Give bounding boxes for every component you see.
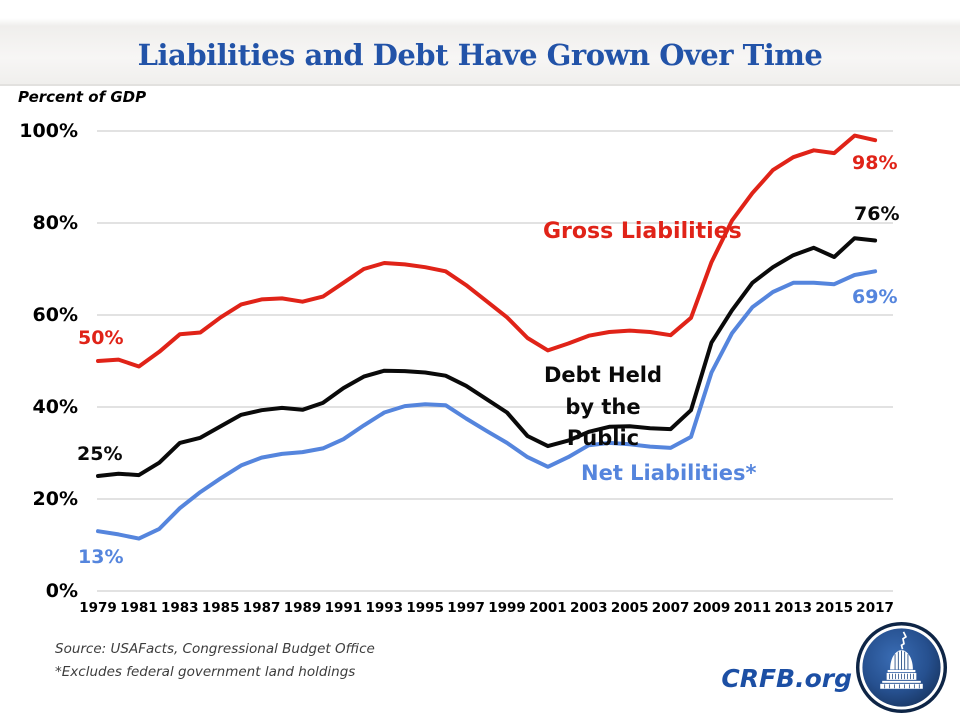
net-start-value: 13% [78,546,124,568]
y-tick-label: 0% [45,580,78,602]
series-line-gross-liabilities [96,133,878,369]
y-axis-unit-label: Percent of GDP [18,88,147,106]
series-lines [96,133,878,541]
series-label-gross-liabilities: Gross Liabilities [543,219,742,244]
x-tick-label: 1979 [79,600,117,616]
x-tick-label: 1997 [447,600,485,616]
x-tick-label: 1987 [242,600,281,616]
x-tick-label: 2011 [733,600,772,616]
series-label-net-liabilities: Net Liabilities* [581,461,757,485]
x-tick-label: 2015 [815,600,853,616]
source-note: Source: USAFacts, Congressional Budget O… [55,641,375,657]
x-tick-label: 1981 [120,600,158,616]
x-tick-label: 2017 [856,600,894,616]
debt-start-value: 25% [77,443,123,465]
footnote: *Excludes federal government land holdin… [55,664,356,680]
y-tick-label: 80% [32,212,78,234]
page-title: Liabilities and Debt Have Grown Over Tim… [137,38,823,72]
capitol-icon [855,621,948,714]
series-line-net-liabilities [96,269,878,541]
crfb-logo [855,621,948,714]
x-tick-label: 1999 [488,600,526,616]
y-tick-label: 40% [32,396,78,418]
y-tick-label: 100% [19,120,78,142]
gridlines [97,130,893,592]
x-tick-label: 1995 [406,600,444,616]
y-tick-label: 60% [32,304,78,326]
x-tick-label: 2009 [692,600,731,616]
x-tick-label: 1989 [283,600,322,616]
gross-end-value: 98% [852,152,898,174]
x-tick-label: 2013 [774,600,813,616]
x-tick-label: 1983 [161,600,199,616]
debt-end-value: 76% [854,203,900,225]
series-line-debt-held-by-public [96,236,878,478]
gross-start-value: 50% [78,327,124,349]
x-tick-label: 1991 [324,600,363,616]
crfb-url-text: CRFB.org [721,664,852,693]
x-tick-label: 2005 [610,600,649,616]
net-end-value: 69% [852,286,898,308]
y-tick-label: 20% [32,488,78,510]
x-tick-label: 2003 [570,600,608,616]
x-tick-label: 1993 [365,600,404,616]
series-label-debt-held-by-public: Debt Held by the Public [543,363,663,450]
x-tick-label: 1985 [201,600,240,616]
x-tick-label: 2007 [651,600,690,616]
x-tick-label: 2001 [529,600,567,616]
title-banner: Liabilities and Debt Have Grown Over Tim… [0,0,960,86]
